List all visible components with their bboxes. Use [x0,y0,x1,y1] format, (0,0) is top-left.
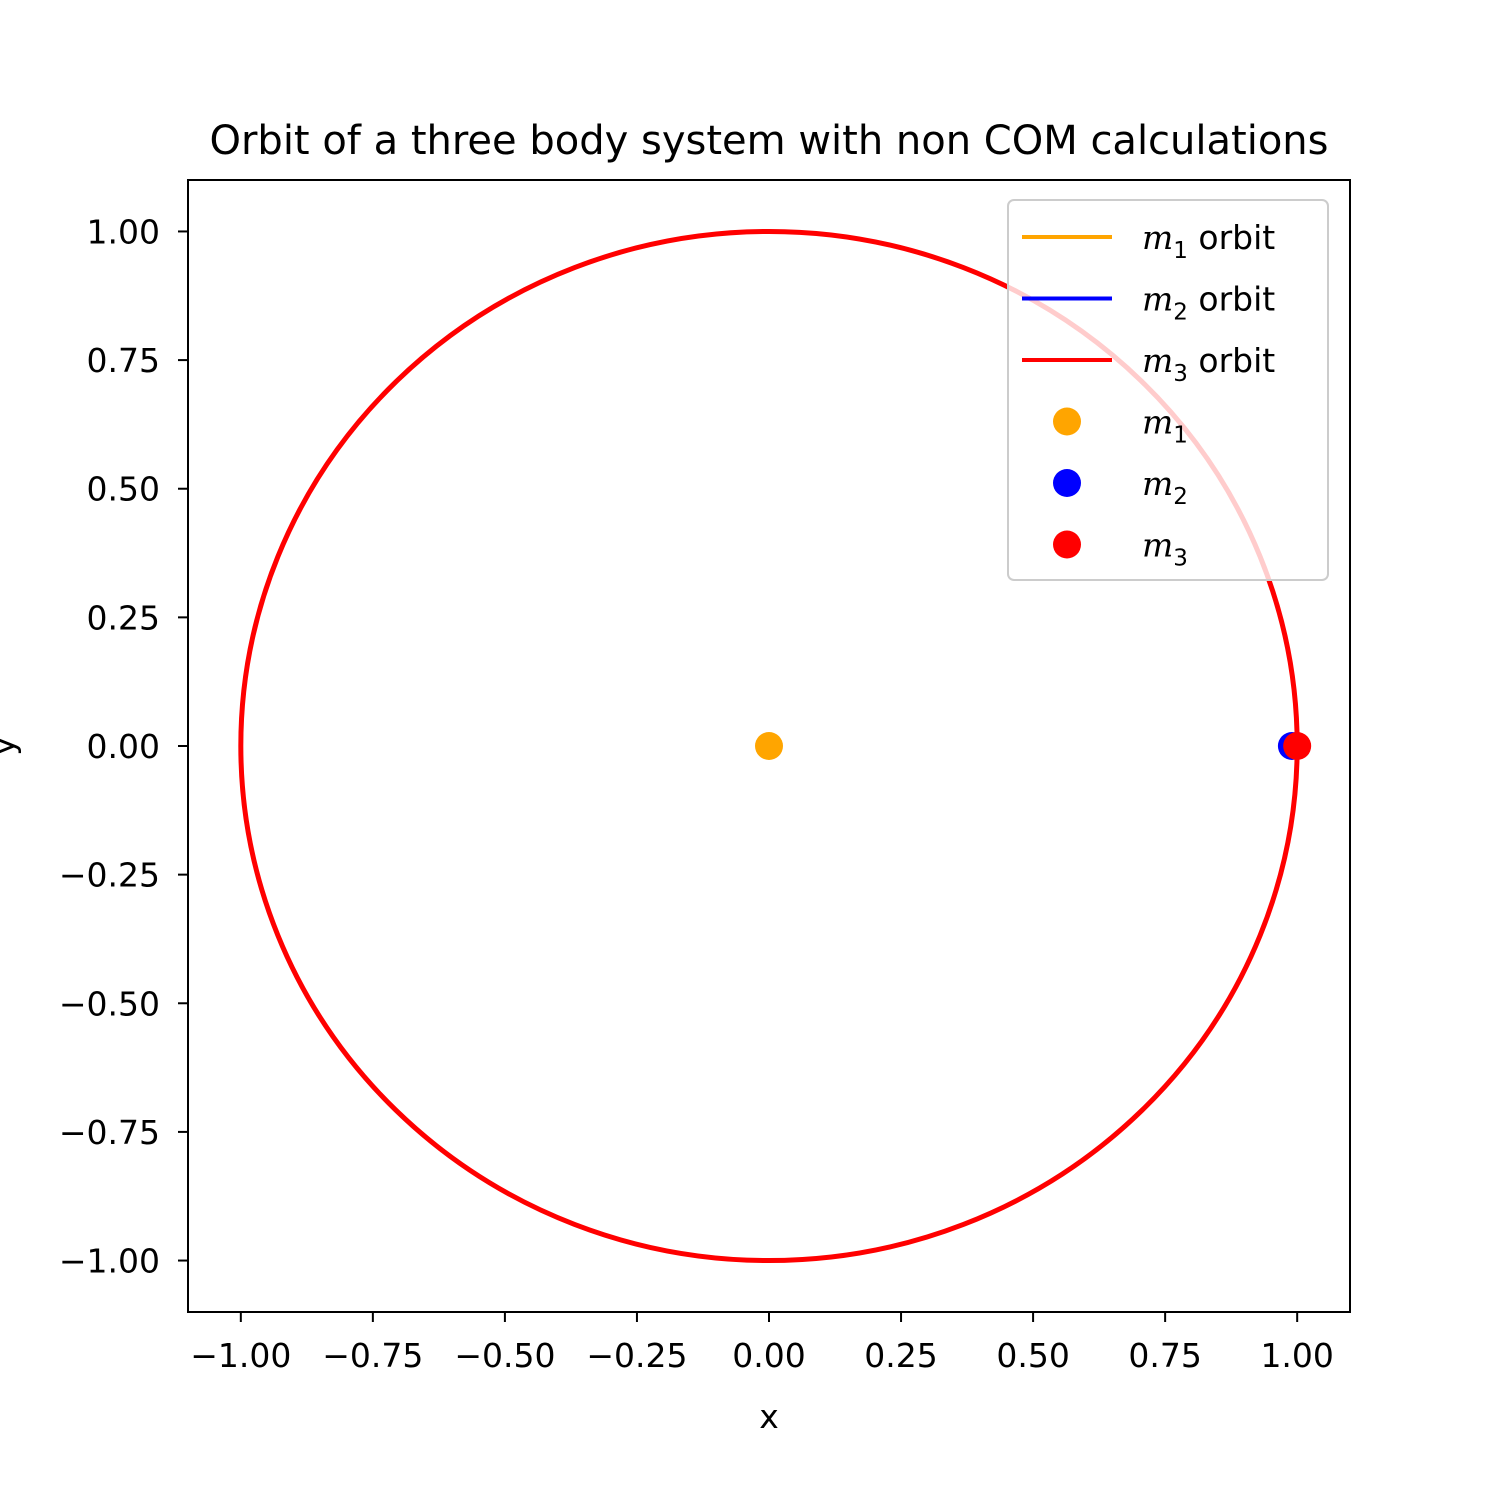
x-tick-label: 0.50 [996,1336,1069,1375]
legend: m1 orbit m2 orbit m3 orbit m1 m2 m3 [1007,199,1329,581]
body-markers [755,732,1312,760]
y-tick-label: −0.75 [59,1113,160,1152]
plot-area [238,228,1312,1264]
y-tick-label: 1.00 [87,212,160,251]
y-tick-label: −0.50 [59,984,160,1023]
y-tick-label: 0.50 [87,470,160,509]
chart-title: Orbit of a three body system with non CO… [210,118,1329,164]
legend-dot-m3 [1053,530,1081,559]
y-tick-label: 0.25 [87,598,160,637]
legend-label: m1 [1142,403,1188,449]
x-tick-label: −0.25 [586,1336,687,1375]
body-marker-m3 [1283,732,1312,760]
y-tick-label: −0.25 [59,856,160,895]
y-tick-label: 0.75 [87,341,160,380]
y-axis-ticks: −1.00 −0.75 −0.50 −0.25 0.00 0.25 0.50 0.75 1.00 [59,212,188,1281]
x-axis-label: x [759,1397,779,1436]
y-tick-label: −1.00 [59,1242,160,1281]
legend-label: m3 orbit [1142,341,1275,387]
legend-dot-m1 [1053,407,1081,436]
legend-label: m3 [1142,526,1188,572]
legend-dot-m2 [1053,469,1081,497]
x-tick-label: 0.25 [864,1336,937,1375]
x-tick-label: −1.00 [190,1336,291,1375]
legend-box [1007,199,1329,581]
legend-label: m1 orbit [1142,218,1275,264]
x-tick-label: 0.75 [1128,1336,1201,1375]
legend-label: m2 orbit [1142,280,1275,326]
body-marker-m1 [755,732,783,760]
x-axis-ticks: −1.00 −0.75 −0.50 −0.25 0.00 0.25 0.50 0.75 1.00 [190,1312,1334,1375]
x-tick-label: 1.00 [1260,1336,1333,1375]
y-tick-label: 0.00 [87,727,160,766]
x-tick-label: −0.75 [322,1336,423,1375]
x-tick-label: 0.00 [732,1336,805,1375]
legend-label: m2 [1142,464,1188,510]
y-axis-label: y [0,736,22,756]
x-tick-label: −0.50 [454,1336,555,1375]
